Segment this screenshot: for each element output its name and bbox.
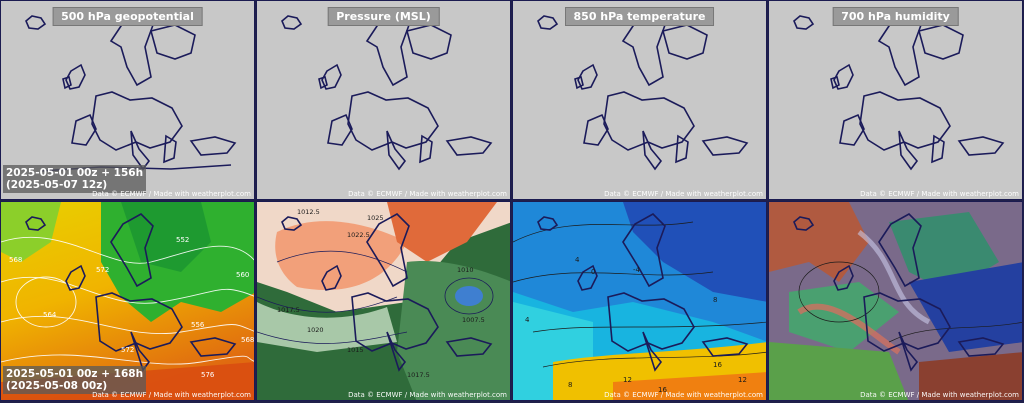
- contour-label: 1010: [457, 266, 474, 274]
- panel-title: 700 hPa humidity: [832, 7, 959, 26]
- contour-label: 4: [575, 256, 580, 264]
- contour-label: 560: [236, 271, 249, 279]
- contour-label: 16: [658, 386, 667, 394]
- run-time-line1: 2025-05-01 00z + 168h: [6, 368, 144, 380]
- run-time-line1: 2025-05-01 00z + 156h: [6, 167, 144, 179]
- contour-label: 576: [201, 371, 215, 379]
- contour-label: 1017.5: [277, 306, 300, 314]
- credit-text: Data © ECMWF / Made with weatherplot.com: [348, 391, 507, 399]
- panel-pressure-bottom[interactable]: 1012.5 1015 1025 1022.5 1020 1017.5 1010…: [256, 201, 511, 401]
- panel-geopotential-top[interactable]: 500 hPa geopotential 2025-05-01 00z + 15…: [0, 0, 255, 200]
- credit-text: Data © ECMWF / Made with weatherplot.com: [860, 190, 1019, 198]
- contour-label: 568: [241, 336, 254, 344]
- credit-text: Data © ECMWF / Made with weatherplot.com: [92, 391, 251, 399]
- panel-temperature-top[interactable]: 850 hPa temperature Data © ECMWF / Made …: [512, 0, 767, 200]
- panel-temperature-bottom[interactable]: 4 0 -4 8 12 16 4 8 12 16 Data © ECMWF / …: [512, 201, 767, 401]
- panel-title: Pressure (MSL): [327, 7, 440, 26]
- panel-humidity-bottom[interactable]: Data © ECMWF / Made with weatherplot.com: [768, 201, 1023, 401]
- contour-label: 16: [713, 361, 722, 369]
- contour-label: 0: [591, 268, 595, 276]
- panel-title: 850 hPa temperature: [564, 7, 715, 26]
- map-canvas: [257, 1, 510, 199]
- credit-text: Data © ECMWF / Made with weatherplot.com: [860, 391, 1019, 399]
- panel-humidity-top[interactable]: 700 hPa humidity Data © ECMWF / Made wit…: [768, 0, 1023, 200]
- panel-pressure-top[interactable]: Pressure (MSL) Data © ECMWF / Made with …: [256, 0, 511, 200]
- credit-text: Data © ECMWF / Made with weatherplot.com: [92, 190, 251, 198]
- contour-label: 8: [568, 381, 572, 389]
- contour-label: 552: [176, 236, 189, 244]
- credit-text: Data © ECMWF / Made with weatherplot.com: [348, 190, 507, 198]
- contour-label: 12: [738, 376, 747, 384]
- contour-label: 8: [713, 296, 717, 304]
- credit-text: Data © ECMWF / Made with weatherplot.com: [604, 190, 763, 198]
- contour-label: 1012.5: [297, 208, 320, 216]
- map-canvas: 1012.5 1015 1025 1022.5 1020 1017.5 1010…: [257, 202, 510, 400]
- contour-label: 1025: [367, 214, 384, 222]
- map-canvas: 4 0 -4 8 12 16 4 8 12 16: [513, 202, 766, 400]
- contour-label: 564: [43, 311, 57, 319]
- run-time-line2: (2025-05-08 00z): [6, 380, 108, 392]
- contour-label: 1007.5: [462, 316, 485, 324]
- contour-label: 572: [121, 346, 134, 354]
- contour-label: 1020: [307, 326, 324, 334]
- map-canvas: [769, 202, 1022, 400]
- contour-label: 12: [623, 376, 632, 384]
- map-canvas: [513, 1, 766, 199]
- run-time-label: 2025-05-01 00z + 168h (2025-05-08 00z): [3, 366, 147, 394]
- run-time-line2: (2025-05-07 12z): [6, 179, 108, 191]
- map-canvas: [769, 1, 1022, 199]
- credit-text: Data © ECMWF / Made with weatherplot.com: [604, 391, 763, 399]
- contour-label: 568: [9, 256, 22, 264]
- contour-label: 572: [96, 266, 109, 274]
- contour-label: 4: [525, 316, 530, 324]
- contour-label: 556: [191, 321, 205, 329]
- contour-label: 1017.5: [407, 371, 430, 379]
- panel-title: 500 hPa geopotential: [52, 7, 203, 26]
- contour-label: 1022.5: [347, 231, 370, 239]
- contour-label: -4: [633, 266, 641, 274]
- run-time-label: 2025-05-01 00z + 156h (2025-05-07 12z): [3, 165, 147, 193]
- contour-label: 1015: [347, 346, 364, 354]
- panel-geopotential-bottom[interactable]: 564 568 572 556 560 552 568 572 576 2025…: [0, 201, 255, 401]
